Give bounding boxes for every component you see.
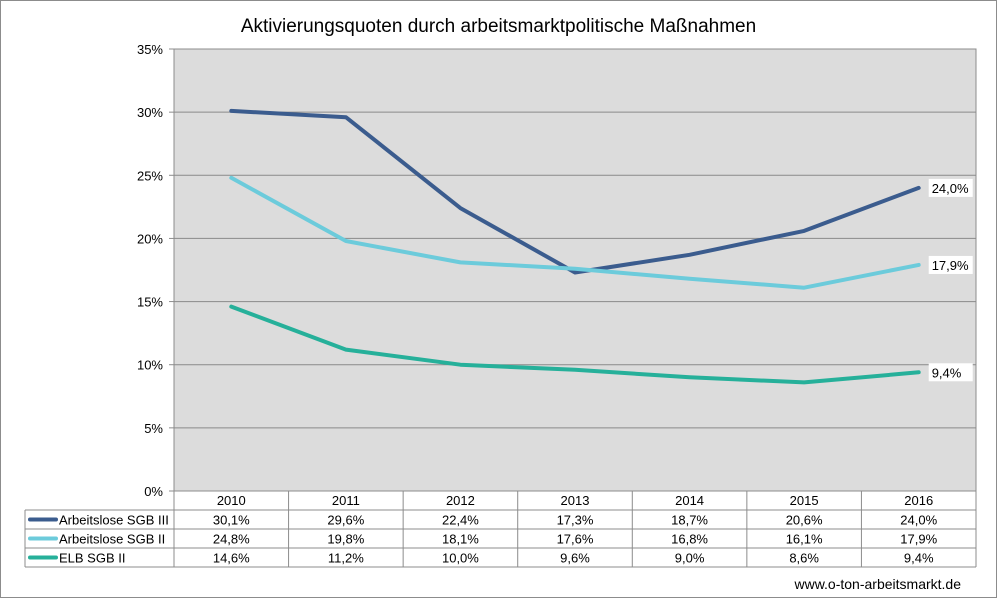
table-value: 24,0% (900, 513, 937, 528)
table-value: 17,9% (900, 532, 937, 547)
table-value: 11,2% (328, 551, 364, 566)
table-value: 24,8% (213, 532, 250, 547)
table-value: 10,0% (442, 551, 479, 566)
table-value: 8,6% (789, 551, 819, 566)
chart-title: Aktivierungsquoten durch arbeitsmarktpol… (240, 16, 757, 37)
legend-label: Arbeitslose SGB III (59, 513, 169, 528)
table-value: 16,8% (671, 532, 708, 547)
x-category-label: 2013 (561, 493, 590, 508)
table-value: 9,6% (560, 551, 590, 566)
table-value: 9,0% (675, 551, 705, 566)
y-tick-label: 35% (137, 42, 163, 57)
table-value: 30,1% (213, 513, 250, 528)
table-value: 16,1% (786, 532, 823, 547)
table-value: 9,4% (904, 551, 934, 566)
legend-label: Arbeitslose SGB II (59, 532, 165, 547)
y-tick-label: 30% (137, 105, 163, 120)
x-category-label: 2010 (217, 493, 246, 508)
table-value: 17,3% (557, 513, 594, 528)
x-category-label: 2014 (675, 493, 704, 508)
y-tick-label: 5% (144, 421, 163, 436)
data-label-bg (928, 255, 973, 274)
series-line (229, 304, 921, 385)
x-category-label: 2011 (332, 493, 360, 508)
x-category-label: 2016 (904, 493, 933, 508)
data-label-bg (928, 363, 973, 382)
series-line (229, 175, 921, 290)
series-line (229, 108, 921, 275)
table-value: 17,6% (557, 532, 594, 547)
legend-label: ELB SGB II (59, 551, 125, 566)
x-category-label: 2015 (790, 493, 819, 508)
table-value: 14,6% (213, 551, 250, 566)
table-value: 19,8% (327, 532, 364, 547)
table-value: 18,1% (442, 532, 479, 547)
table-value: 20,6% (786, 513, 823, 528)
y-tick-label: 20% (137, 231, 163, 246)
y-tick-label: 25% (137, 168, 163, 183)
data-label: 17,9% (932, 258, 969, 273)
y-tick-label: 0% (144, 484, 163, 499)
table-value: 29,6% (327, 513, 364, 528)
source-note: www.o-ton-arbeitsmarkt.de (794, 576, 961, 592)
x-category-label: 2012 (446, 493, 475, 508)
data-label-bg (928, 178, 973, 197)
y-tick-label: 10% (137, 358, 163, 373)
table-value: 22,4% (442, 513, 479, 528)
y-tick-label: 15% (137, 295, 163, 310)
data-label: 24,0% (932, 181, 969, 196)
table-value: 18,7% (671, 513, 708, 528)
data-label: 9,4% (932, 365, 962, 380)
